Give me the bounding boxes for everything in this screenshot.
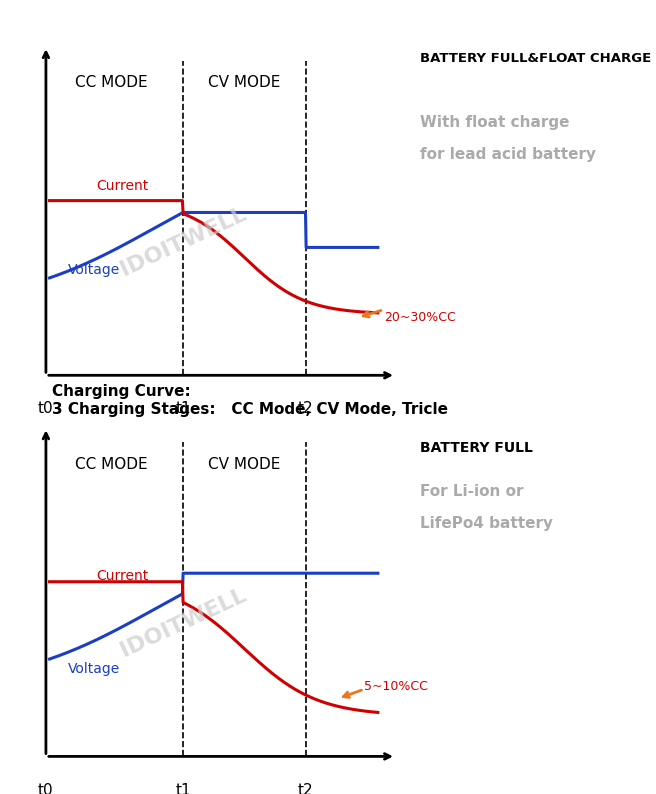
Text: t1: t1	[175, 402, 191, 417]
Text: CV MODE: CV MODE	[208, 457, 281, 472]
Text: for lead acid battery: for lead acid battery	[420, 147, 596, 162]
Text: IDOITWELL: IDOITWELL	[117, 584, 249, 661]
Text: CC MODE: CC MODE	[75, 75, 147, 91]
Text: With float charge: With float charge	[420, 115, 569, 130]
Text: IDOITWELL: IDOITWELL	[117, 203, 249, 279]
Text: Current: Current	[96, 179, 149, 193]
Text: BATTERY FULL: BATTERY FULL	[420, 441, 533, 455]
Text: t0: t0	[38, 783, 54, 794]
Text: Current: Current	[96, 569, 149, 583]
Text: t1: t1	[175, 783, 191, 794]
Text: Charging Curve:: Charging Curve:	[52, 384, 192, 399]
Text: CC MODE: CC MODE	[75, 457, 147, 472]
Text: Voltage: Voltage	[68, 662, 120, 676]
Text: t0: t0	[38, 402, 54, 417]
Text: CV MODE: CV MODE	[208, 75, 281, 91]
Text: 5~10%CC: 5~10%CC	[364, 680, 428, 693]
Text: For Li-ion or: For Li-ion or	[420, 484, 523, 499]
Text: 3 Charging Stages:   CC Mode, CV Mode, Tricle: 3 Charging Stages: CC Mode, CV Mode, Tri…	[52, 402, 449, 417]
Text: 20~30%CC: 20~30%CC	[384, 311, 455, 324]
Text: BATTERY FULL&FLOAT CHARGE: BATTERY FULL&FLOAT CHARGE	[420, 52, 651, 64]
Text: Voltage: Voltage	[68, 264, 120, 277]
Text: t2: t2	[298, 783, 314, 794]
Text: LifePo4 battery: LifePo4 battery	[420, 516, 553, 531]
Text: t2: t2	[298, 402, 314, 417]
